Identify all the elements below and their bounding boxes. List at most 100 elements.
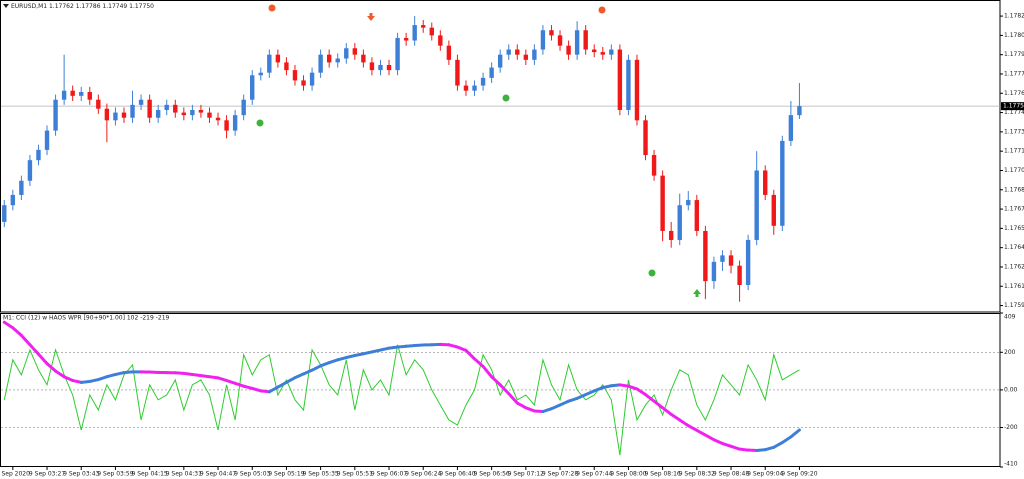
candle-body <box>668 230 674 240</box>
x-tick-label: 9 Sep 06:24 <box>405 471 441 478</box>
y-tick-label: 0.00 <box>1004 386 1018 393</box>
x-tick-label: 9 Sep 09:20 <box>781 471 817 478</box>
candle-body <box>797 106 802 116</box>
trend-segment <box>19 333 32 347</box>
candle-body <box>472 85 477 91</box>
x-tick-label: 9 Sep 07:12 <box>508 471 544 478</box>
trend-segment <box>789 428 801 439</box>
candle-body <box>583 30 588 50</box>
candle-body <box>788 115 794 141</box>
y-tick-label: 409 <box>1004 314 1016 321</box>
y-tick-label: 1.17775 <box>1004 70 1024 77</box>
signal-dot <box>598 6 606 14</box>
candle-body <box>446 45 452 60</box>
candle-body <box>609 49 614 55</box>
candle-body <box>27 160 33 181</box>
trend-segment <box>652 399 665 410</box>
candle-body <box>44 130 50 150</box>
candle-body <box>292 70 298 81</box>
trend-segment <box>302 368 314 376</box>
menu-icon[interactable] <box>3 4 9 8</box>
trend-segment <box>319 361 331 368</box>
x-tick-label: 9 Sep 06:56 <box>474 471 510 478</box>
candle-body <box>515 49 520 55</box>
candle-body <box>104 108 110 121</box>
candle-body <box>378 64 383 71</box>
trend-segment <box>729 444 742 451</box>
candle-body <box>53 99 58 131</box>
candle-body <box>592 49 597 53</box>
trend-segment <box>481 364 494 379</box>
candle-body <box>429 27 434 36</box>
candle-body <box>617 49 623 111</box>
trend-segment <box>524 406 536 413</box>
candle-body <box>728 255 734 266</box>
trend-segment <box>515 401 528 410</box>
trend-segment <box>507 392 519 405</box>
candle-body <box>190 110 195 116</box>
y-tick-label: 1.17820 <box>1004 13 1024 20</box>
x-tick-label: 9 Sep 03:27 <box>29 471 65 478</box>
signal-icons <box>256 4 701 297</box>
trend-segment <box>473 357 485 368</box>
trend-segment <box>455 345 468 352</box>
candle-body <box>643 120 648 156</box>
signal-dot <box>256 119 264 127</box>
candle-body <box>745 239 751 285</box>
x-tick-label: 9 Sep 05:51 <box>337 471 373 478</box>
candle-body <box>463 85 469 91</box>
x-tick-label: 9 Sep 07:44 <box>576 471 612 478</box>
y-tick-label: 1.17625 <box>1004 263 1024 270</box>
y-tick-label: -200 <box>1004 424 1018 431</box>
candle-body <box>686 200 691 206</box>
candle-body <box>79 91 84 96</box>
candle-body <box>267 54 272 73</box>
y-tick-label: 1.17745 <box>1004 109 1024 116</box>
candle-body <box>497 54 503 68</box>
candle-body <box>549 30 554 36</box>
candle-body <box>421 25 426 28</box>
x-tick-label: 9 Sep 05:03 <box>234 471 270 478</box>
candle-body <box>326 54 332 63</box>
candle-body <box>173 104 178 113</box>
candle-body <box>711 261 717 282</box>
trend-segment <box>541 407 553 414</box>
trend-segment <box>703 433 716 442</box>
candle-body <box>754 170 759 240</box>
candle-body <box>198 110 204 113</box>
candle-body <box>96 99 101 109</box>
chart-title: EURUSD,M1 1.17762 1.17786 1.17749 1.1775… <box>11 3 154 10</box>
candle-body <box>395 37 400 71</box>
candle-body <box>138 99 144 105</box>
trend-segment <box>780 435 793 445</box>
candle-body <box>335 58 340 63</box>
trend-segment <box>36 352 49 366</box>
sell-arrow <box>367 13 375 21</box>
candle-body <box>780 140 785 226</box>
trend-segment <box>267 385 280 394</box>
candle-body <box>557 35 563 46</box>
y-tick-label: 1.17730 <box>1004 128 1024 135</box>
indicator-title: M1: CCI (12) w HAOS WPR [90+90*1.00] 102… <box>3 315 170 322</box>
y-tick-label: 1.17700 <box>1004 167 1024 174</box>
candle-body <box>720 255 725 262</box>
candle-body <box>532 49 537 60</box>
y-tick-label: 1.17655 <box>1004 225 1024 232</box>
candle-body <box>386 64 392 71</box>
candle-body <box>771 194 776 226</box>
x-tick-label: 9 Sep 07:28 <box>542 471 578 478</box>
candle-body <box>677 205 682 240</box>
trend-segment <box>490 375 502 387</box>
candle-body <box>634 59 640 121</box>
y-tick-label: 1.17685 <box>1004 186 1024 193</box>
candle-body <box>19 180 24 195</box>
trend-segment <box>592 386 605 393</box>
signal-dot <box>648 269 656 277</box>
candle-body <box>480 77 486 86</box>
trend-segment <box>11 326 23 337</box>
candle-body <box>70 90 75 96</box>
x-tick-label: 9 Sep 04:15 <box>132 471 168 478</box>
candle-body <box>763 170 768 195</box>
candle-body <box>600 52 605 55</box>
